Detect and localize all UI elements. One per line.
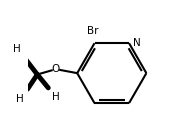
Text: H: H <box>16 94 24 104</box>
Text: O: O <box>52 64 60 74</box>
Text: Br: Br <box>88 26 99 36</box>
Text: H: H <box>52 92 60 102</box>
Text: H: H <box>13 44 21 54</box>
Text: N: N <box>133 38 141 48</box>
